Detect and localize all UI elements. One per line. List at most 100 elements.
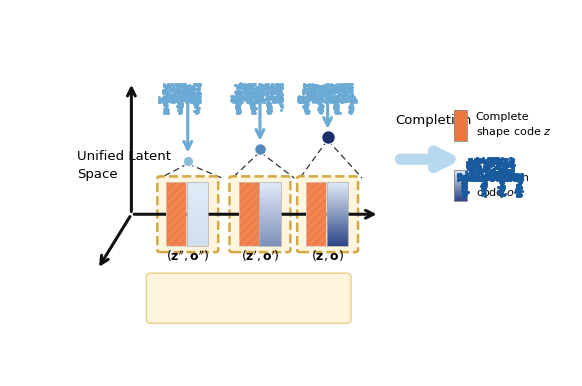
Point [347, 92, 357, 98]
Point [240, 81, 250, 87]
Point [251, 93, 260, 100]
Point [466, 173, 475, 179]
Point [175, 108, 184, 114]
Point [299, 81, 308, 87]
Point [251, 85, 261, 91]
Bar [187, 196, 208, 197]
Point [161, 110, 171, 117]
Point [462, 161, 471, 168]
Point [488, 167, 498, 173]
Point [260, 96, 269, 102]
Point [483, 159, 492, 165]
Point [499, 173, 508, 179]
Point [338, 97, 347, 103]
Point [276, 81, 285, 87]
Point [496, 159, 505, 165]
Point [235, 110, 244, 116]
Point [509, 171, 518, 177]
Point [324, 96, 333, 102]
Bar [327, 209, 348, 210]
Point [512, 186, 521, 192]
Point [164, 95, 173, 101]
Point [174, 89, 183, 95]
Point [304, 85, 313, 91]
Point [503, 177, 513, 183]
Point [161, 102, 171, 108]
Point [514, 182, 523, 188]
Point [514, 181, 524, 187]
Point [463, 173, 473, 179]
Bar [327, 200, 348, 201]
Point [477, 167, 486, 173]
Point [301, 110, 310, 116]
Point [169, 93, 178, 99]
Point [315, 83, 324, 89]
Bar [187, 220, 208, 221]
Point [349, 96, 359, 102]
Point [247, 90, 256, 96]
Point [315, 108, 325, 114]
Point [331, 85, 340, 91]
Bar [454, 191, 467, 192]
Point [488, 166, 497, 172]
Point [184, 88, 193, 95]
Point [330, 85, 339, 91]
Point [312, 99, 321, 105]
Point [499, 164, 508, 170]
Point [480, 163, 489, 169]
Point [173, 93, 183, 100]
Point [300, 100, 310, 107]
Point [470, 176, 479, 183]
Point [495, 174, 505, 180]
Point [508, 174, 517, 180]
Point [264, 104, 274, 110]
Point [160, 110, 169, 116]
Point [498, 179, 508, 186]
Point [260, 90, 269, 96]
Point [272, 81, 282, 87]
Point [329, 86, 338, 93]
Point [190, 100, 200, 106]
Bar [454, 189, 467, 190]
Point [190, 108, 199, 114]
Point [194, 96, 204, 102]
Point [243, 87, 253, 93]
Point [304, 108, 314, 115]
Point [331, 109, 340, 115]
Point [508, 159, 517, 165]
Point [257, 95, 267, 101]
Point [303, 91, 313, 97]
Bar [327, 203, 348, 204]
Bar [187, 189, 208, 190]
Point [188, 95, 197, 102]
Point [307, 96, 317, 103]
Point [244, 95, 254, 101]
Point [233, 88, 243, 94]
Bar [187, 182, 208, 246]
Bar [327, 215, 348, 216]
Point [275, 97, 284, 103]
Point [496, 171, 506, 177]
Point [277, 102, 286, 108]
Point [166, 83, 175, 89]
Point [499, 163, 509, 169]
Point [345, 102, 354, 108]
Point [317, 89, 326, 95]
Bar [187, 222, 208, 223]
Point [332, 105, 342, 112]
Point [474, 158, 483, 164]
Point [496, 157, 506, 164]
Bar [259, 224, 281, 225]
Point [237, 81, 246, 88]
Point [493, 158, 502, 164]
Point [186, 83, 195, 89]
Point [299, 85, 308, 91]
Point [249, 90, 258, 96]
Point [481, 172, 491, 178]
Point [485, 169, 494, 175]
Point [179, 85, 188, 91]
Point [260, 98, 269, 104]
Point [478, 184, 487, 190]
Point [245, 90, 254, 96]
Bar [327, 182, 348, 246]
